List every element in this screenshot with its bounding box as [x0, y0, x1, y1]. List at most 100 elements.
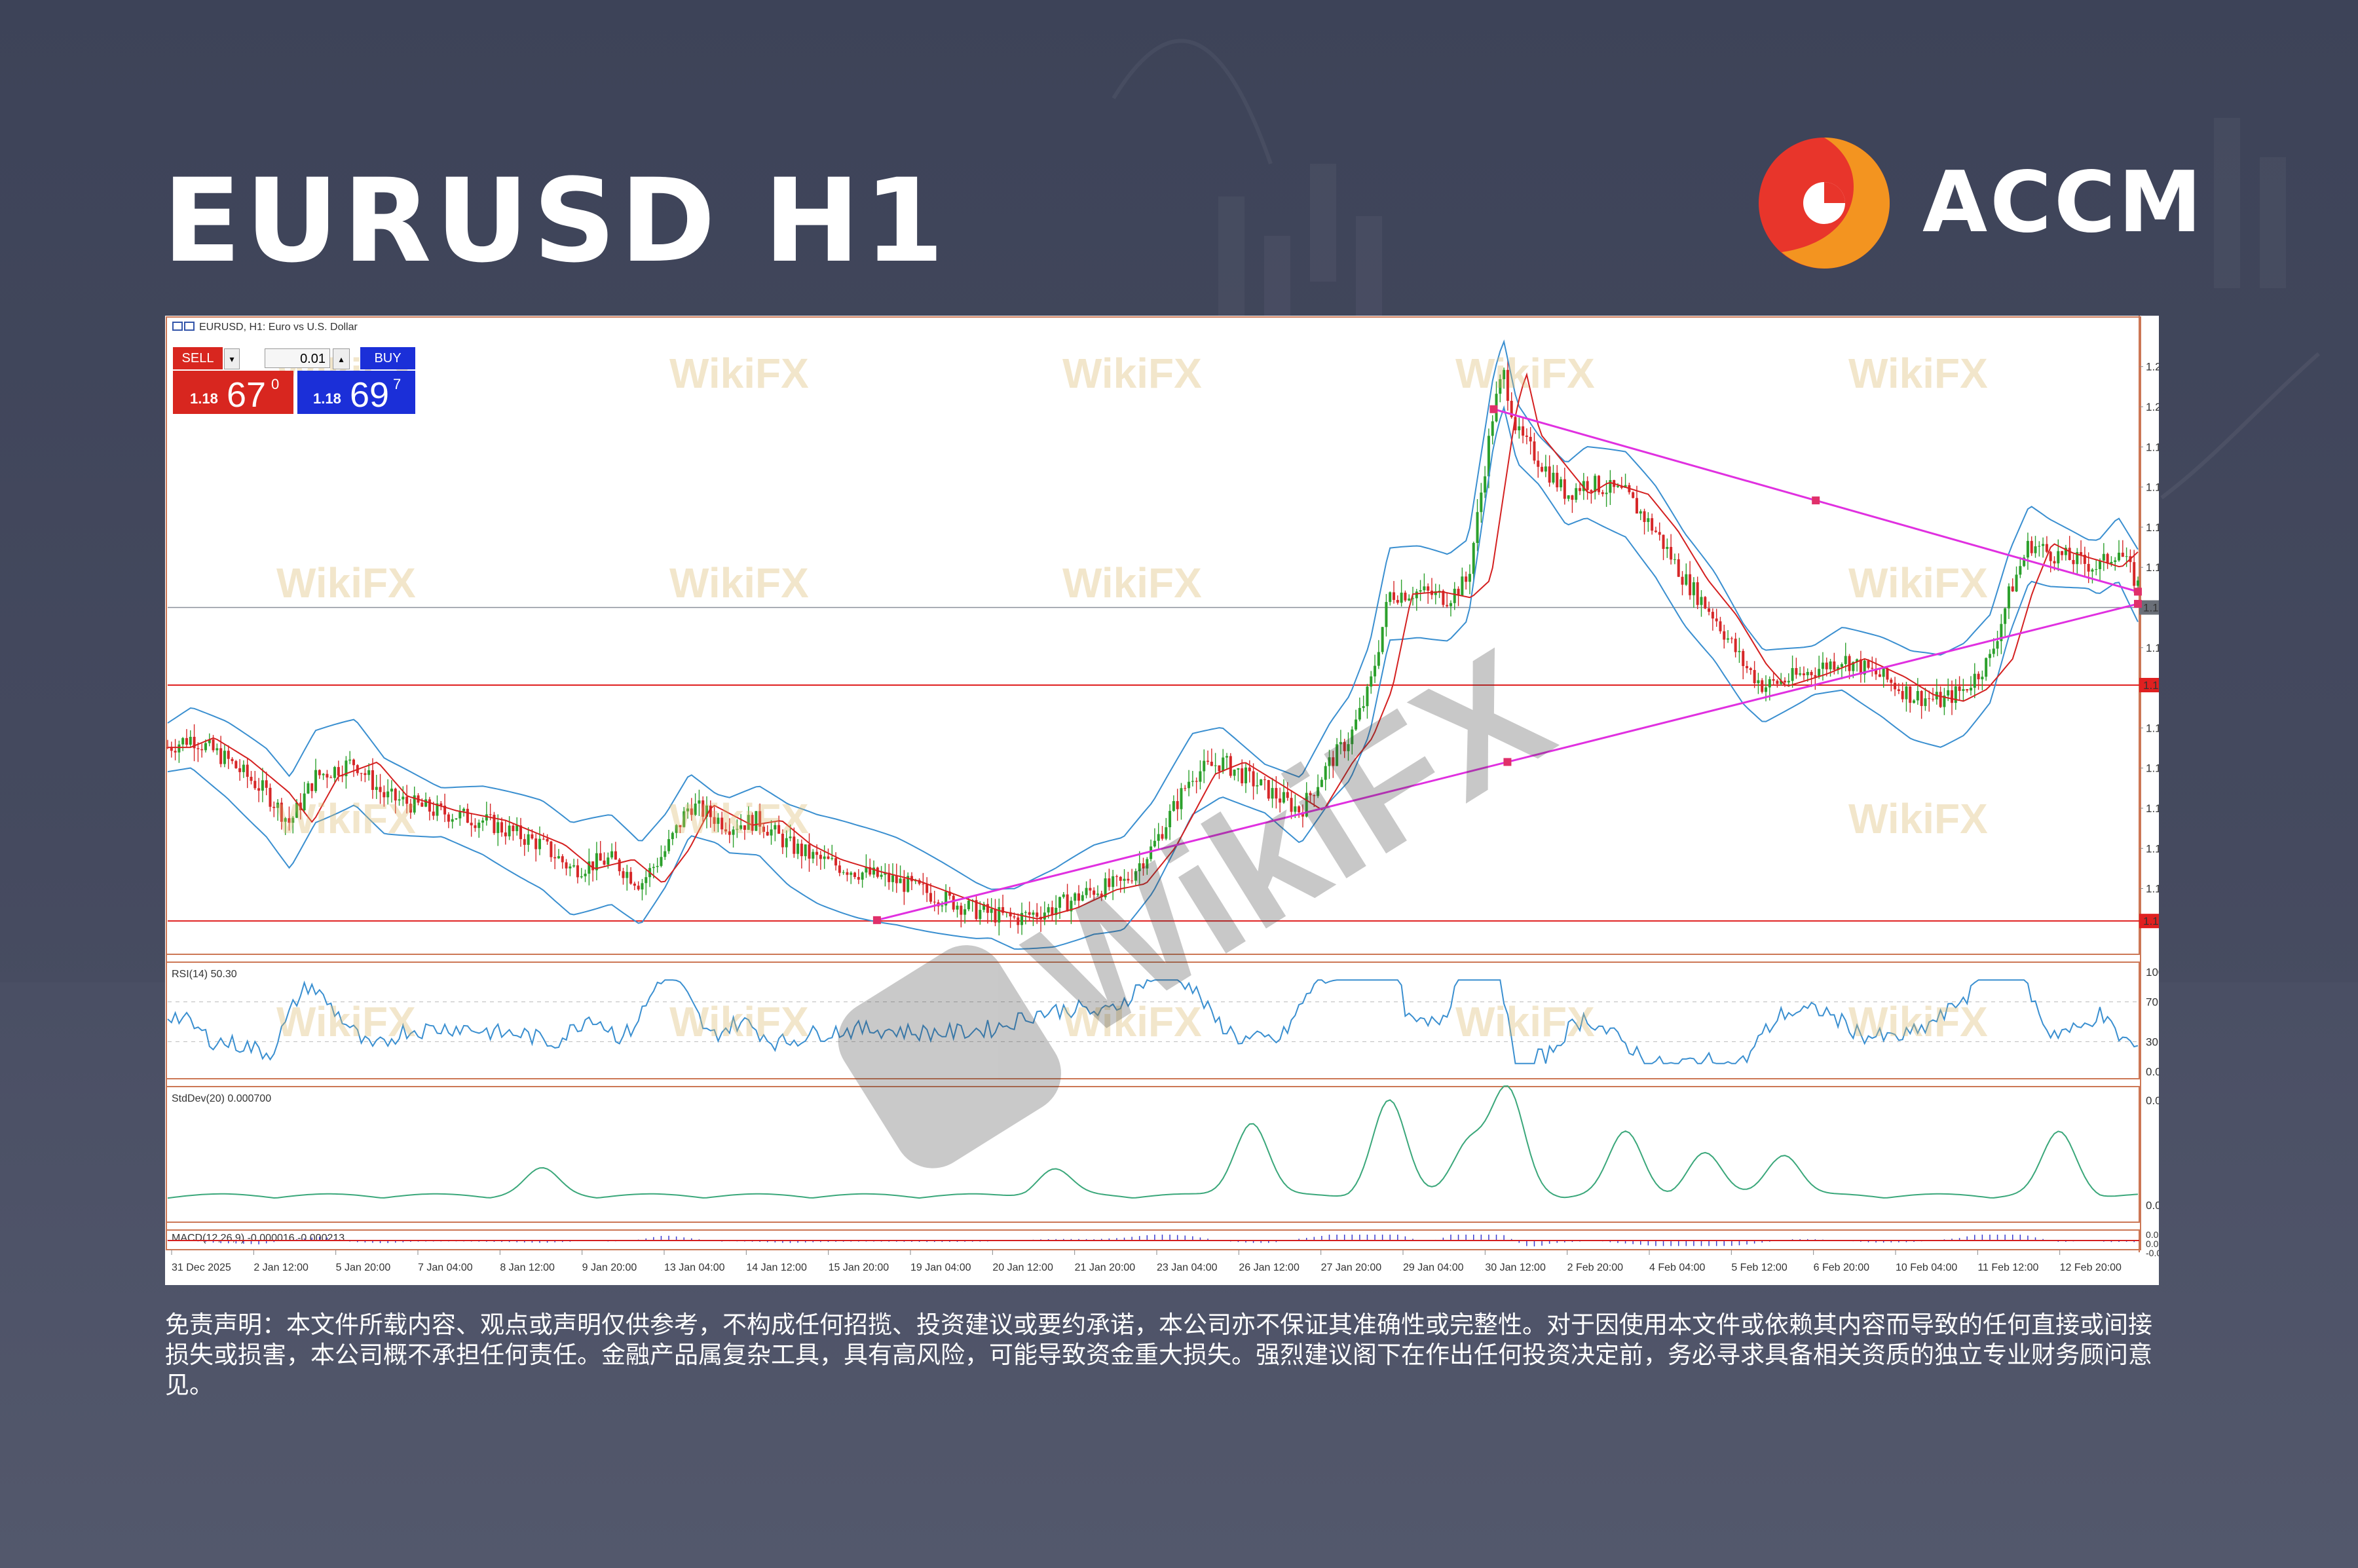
candle-body	[1298, 806, 1301, 813]
candle-body	[1134, 871, 1137, 881]
lot-stepper[interactable]: ▴	[333, 348, 350, 369]
candle-body	[1058, 897, 1062, 908]
candle-body	[1419, 590, 1422, 592]
buy-button-label: BUY	[374, 351, 402, 365]
candle-body	[1635, 498, 1638, 514]
lot-dropdown[interactable]: ▾	[224, 348, 240, 369]
candle-body	[1446, 605, 1449, 607]
candle-body	[1909, 686, 1912, 703]
candle-body	[1317, 787, 1320, 796]
trendline-anchor	[1503, 758, 1512, 766]
candle-body	[595, 853, 598, 870]
candle-body	[576, 865, 579, 878]
candle-body	[223, 751, 226, 764]
candle-body	[1859, 659, 1862, 675]
x-tick-label: 31 Dec 2025	[172, 1262, 231, 1273]
candle-body	[1089, 887, 1092, 891]
x-tick-label: 6 Feb 20:00	[1814, 1262, 1870, 1273]
candle-body	[1434, 591, 1437, 595]
candle-body	[1480, 493, 1483, 512]
candle-body	[956, 905, 959, 910]
candle-body	[1958, 686, 1961, 691]
ask-price-box[interactable]: 1.18 69 7	[297, 371, 415, 415]
candle-body	[1700, 597, 1703, 605]
candle-body	[189, 736, 192, 745]
candle-body	[853, 872, 857, 877]
ask-prefix: 1.18	[313, 390, 341, 407]
candle-body	[926, 884, 929, 893]
candle-body	[2133, 562, 2136, 586]
wikifx-watermark-small: WikiFX	[669, 795, 809, 842]
candle-body	[1290, 798, 1293, 812]
price-chart[interactable]: EURUSD, H1: Euro vs U.S. Dollar 1.20650 1.…	[165, 316, 2159, 1285]
buy-button[interactable]: BUY	[360, 347, 415, 369]
x-tick-label: 13 Jan 04:00	[664, 1262, 725, 1273]
chart-panel[interactable]: EURUSD, H1: Euro vs U.S. Dollar 1.20650 1.…	[165, 316, 2159, 1285]
candle-body	[1055, 907, 1058, 915]
candle-body	[1575, 488, 1578, 500]
candle-body	[1017, 917, 1020, 925]
candle-body	[1560, 479, 1563, 488]
candle-body	[1996, 641, 1999, 649]
candle-body	[1943, 695, 1946, 707]
candle-body	[405, 796, 409, 804]
candle-body	[770, 829, 773, 836]
candle-body	[1301, 812, 1304, 817]
rsi-tick-label: 100.00	[2146, 966, 2159, 979]
wikifx-watermark-small: WikiFX	[1062, 998, 1202, 1045]
candle-body	[960, 905, 963, 915]
candle-body	[447, 814, 450, 822]
candle-body	[1009, 912, 1012, 917]
lot-size-input[interactable]: 0.01	[265, 348, 330, 368]
candle-body	[2087, 564, 2090, 572]
candle-body	[629, 872, 633, 884]
candle-body	[462, 808, 466, 812]
candle-body	[1825, 662, 1828, 669]
candle-body	[1028, 912, 1031, 915]
wikifx-logo-mark	[838, 945, 1061, 1168]
candle-body	[990, 908, 993, 913]
bid-price-box[interactable]: 1.18 67 0	[173, 371, 293, 415]
candle-body	[599, 853, 602, 861]
candle-body	[1848, 656, 1851, 671]
candle-body	[1047, 907, 1050, 913]
candle-body	[736, 829, 739, 830]
candle-body	[1487, 436, 1490, 477]
candle-body	[1749, 668, 1752, 670]
candle-body	[1598, 476, 1601, 493]
y-tick-label: 1.19330	[2146, 521, 2159, 534]
candle-body	[1506, 369, 1509, 401]
candle-body	[1765, 687, 1768, 692]
candle-body	[1905, 686, 1908, 700]
candle-body	[607, 857, 610, 865]
candle-body	[1985, 658, 1988, 677]
candle-body	[1385, 602, 1388, 627]
panel-separator	[166, 1078, 2141, 1087]
candle-body	[1863, 660, 1866, 675]
sell-button[interactable]: SELL	[173, 347, 223, 369]
rsi-line	[167, 979, 2139, 1064]
candle-body	[1533, 441, 1536, 461]
candle-body	[1051, 907, 1054, 915]
candle-body	[755, 811, 758, 831]
candle-body	[242, 764, 245, 772]
candle-body	[1787, 681, 1790, 682]
candle-body	[2114, 560, 2117, 562]
candle-body	[1757, 680, 1760, 684]
x-tick-label: 4 Feb 04:00	[1649, 1262, 1706, 1273]
candle-body	[1366, 686, 1369, 707]
candle-body	[1396, 599, 1399, 603]
candle-body	[1882, 668, 1885, 677]
candle-body	[747, 815, 750, 830]
candle-body	[785, 838, 788, 848]
wikifx-watermark-small: WikiFX	[669, 350, 809, 397]
x-tick-label: 9 Jan 20:00	[582, 1262, 637, 1273]
candle-body	[1689, 574, 1692, 595]
candle-body	[929, 893, 932, 902]
candle-body	[2099, 560, 2102, 569]
candle-body	[603, 860, 606, 865]
candle-body	[952, 895, 955, 910]
candle-body	[261, 780, 264, 791]
candle-body	[690, 808, 693, 815]
candle-body	[618, 859, 621, 872]
